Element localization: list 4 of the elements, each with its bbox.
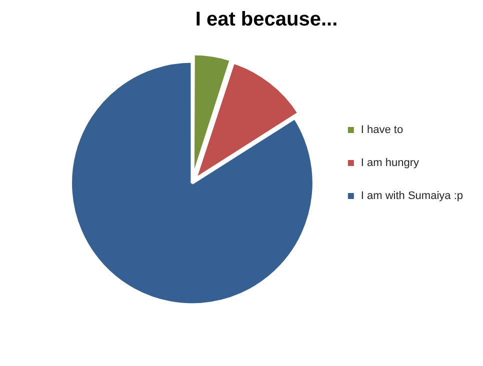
chart-title: I eat because... (195, 8, 338, 31)
legend-label: I have to (360, 124, 404, 136)
legend-label: I am with Sumaiya :p (360, 190, 463, 202)
legend-label: I am hungry (360, 157, 420, 170)
